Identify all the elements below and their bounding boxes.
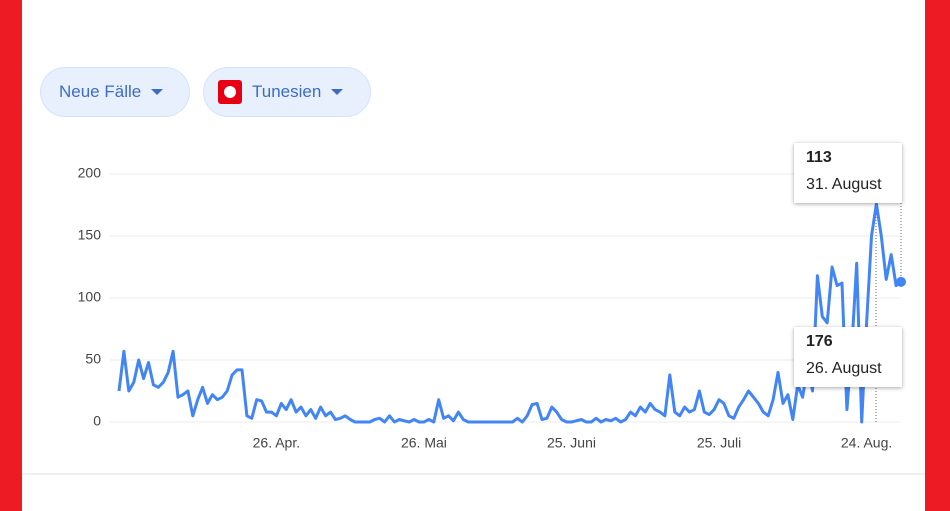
tooltip-date: 26. August — [806, 360, 882, 377]
y-tick-label: 50 — [85, 351, 101, 367]
region-label: Tunesien — [252, 82, 322, 101]
flag — [218, 80, 242, 104]
x-tick-label: 25. Juni — [547, 435, 596, 451]
data-line — [117, 202, 902, 424]
y-tick-label: 100 — [78, 289, 102, 305]
tooltip: 176 26. August — [794, 327, 902, 387]
x-tick-label: 26. Apr. — [253, 435, 300, 451]
x-tick-label: 24. Aug. — [841, 435, 892, 451]
caret — [151, 89, 164, 95]
tooltip-value: 113 — [806, 149, 832, 166]
x-tick-label: 25. Juli — [697, 435, 741, 451]
region-dropdown[interactable]: Tunesien — [203, 67, 371, 117]
y-tick-label: 200 — [78, 165, 102, 181]
y-tick-label: 0 — [93, 413, 101, 429]
tooltip-date: 31. August — [806, 176, 882, 193]
metric-label: Neue Fälle — [59, 82, 142, 101]
y-tick-label: 150 — [78, 227, 102, 243]
data-point — [896, 276, 906, 287]
tooltip-value: 176 — [806, 333, 833, 350]
caret — [331, 89, 344, 95]
tooltip: 113 31. August — [794, 143, 902, 203]
metric-dropdown[interactable]: Neue Fälle — [40, 67, 190, 117]
x-tick-label: 26. Mai — [401, 435, 447, 451]
